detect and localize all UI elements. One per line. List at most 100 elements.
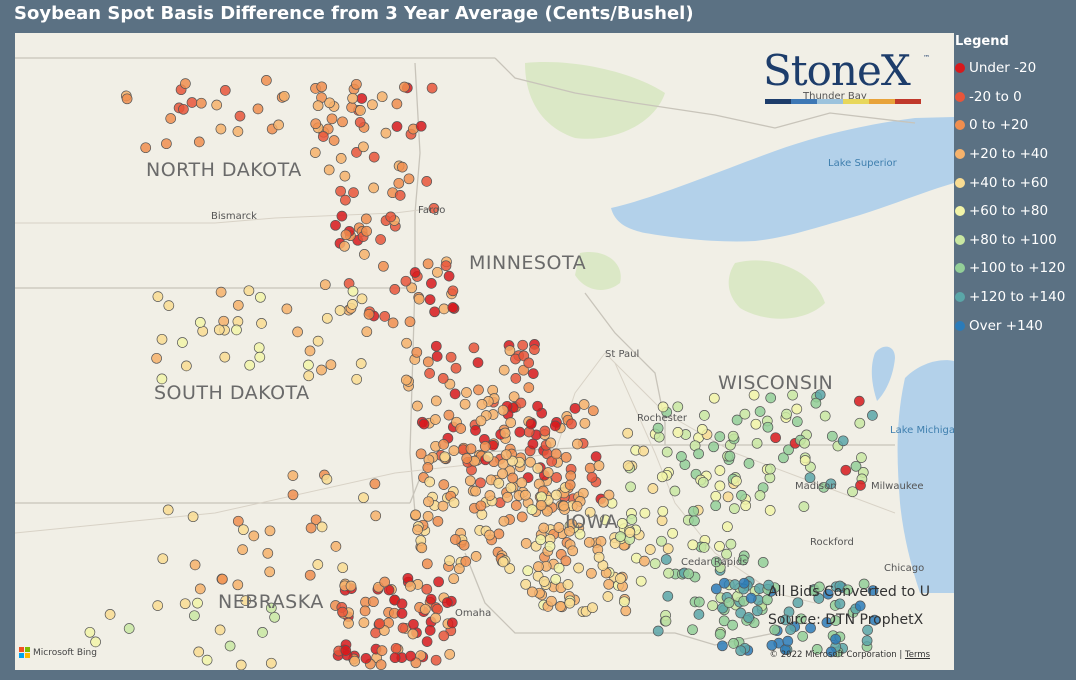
- bid-point[interactable]: [421, 636, 433, 647]
- bid-point[interactable]: [339, 170, 351, 182]
- bid-point[interactable]: [549, 420, 561, 432]
- bid-point[interactable]: [526, 586, 538, 598]
- bid-point[interactable]: [361, 326, 373, 338]
- bid-point[interactable]: [699, 410, 710, 421]
- bid-point[interactable]: [415, 120, 427, 132]
- bid-point[interactable]: [428, 203, 440, 214]
- bid-point[interactable]: [347, 92, 358, 104]
- bid-point[interactable]: [708, 392, 720, 404]
- bid-point[interactable]: [527, 368, 539, 379]
- bid-point[interactable]: [396, 608, 408, 619]
- bid-point[interactable]: [433, 576, 444, 588]
- bid-point[interactable]: [340, 229, 352, 241]
- bid-point[interactable]: [714, 480, 726, 492]
- bid-point[interactable]: [407, 628, 419, 640]
- bid-point[interactable]: [316, 81, 328, 93]
- bid-point[interactable]: [355, 105, 366, 116]
- bid-point[interactable]: [714, 465, 726, 476]
- bid-point[interactable]: [104, 609, 116, 620]
- bid-point[interactable]: [791, 416, 803, 427]
- bid-point[interactable]: [360, 653, 372, 664]
- bid-point[interactable]: [424, 368, 435, 379]
- bid-point[interactable]: [287, 470, 299, 481]
- bid-point[interactable]: [689, 515, 700, 527]
- bid-point[interactable]: [369, 478, 381, 490]
- bid-point[interactable]: [535, 499, 547, 511]
- bid-point[interactable]: [737, 554, 749, 566]
- bid-point[interactable]: [476, 399, 488, 410]
- bid-point[interactable]: [84, 626, 96, 638]
- bid-point[interactable]: [375, 659, 387, 670]
- bid-point[interactable]: [693, 448, 704, 460]
- bid-point[interactable]: [351, 373, 363, 385]
- legend-item[interactable]: 0 to +20: [955, 111, 1073, 140]
- bid-point[interactable]: [328, 135, 340, 146]
- legend-item[interactable]: +40 to +60: [955, 168, 1073, 197]
- bid-point[interactable]: [152, 291, 164, 302]
- bid-point[interactable]: [213, 324, 225, 336]
- bid-point[interactable]: [569, 403, 581, 414]
- bid-point[interactable]: [422, 462, 434, 473]
- bid-point[interactable]: [161, 138, 172, 150]
- bid-point[interactable]: [762, 421, 774, 433]
- bid-point[interactable]: [745, 592, 757, 604]
- bid-point[interactable]: [439, 451, 451, 463]
- bid-point[interactable]: [566, 418, 577, 430]
- bid-point[interactable]: [254, 351, 266, 363]
- bid-point[interactable]: [603, 489, 615, 501]
- bid-point[interactable]: [639, 507, 651, 519]
- bid-point[interactable]: [359, 249, 370, 260]
- bid-point[interactable]: [652, 422, 664, 434]
- bid-point[interactable]: [565, 470, 577, 482]
- bid-point[interactable]: [400, 374, 412, 386]
- bid-point[interactable]: [590, 451, 602, 462]
- bid-point[interactable]: [814, 389, 826, 401]
- bid-point[interactable]: [411, 346, 423, 358]
- bid-point[interactable]: [616, 518, 628, 529]
- bid-point[interactable]: [447, 285, 459, 297]
- bid-point[interactable]: [603, 578, 615, 590]
- bid-point[interactable]: [309, 147, 321, 158]
- bid-point[interactable]: [368, 182, 379, 194]
- bid-point[interactable]: [430, 395, 442, 407]
- bid-point[interactable]: [178, 103, 189, 115]
- bid-point[interactable]: [504, 345, 516, 356]
- bid-point[interactable]: [574, 528, 586, 540]
- bid-point[interactable]: [722, 521, 733, 533]
- bid-point[interactable]: [497, 556, 509, 568]
- bid-point[interactable]: [330, 541, 342, 552]
- bid-point[interactable]: [729, 503, 740, 514]
- bid-point[interactable]: [813, 593, 825, 604]
- bid-point[interactable]: [399, 81, 410, 93]
- bid-point[interactable]: [192, 597, 203, 609]
- bid-point[interactable]: [430, 414, 441, 425]
- bid-point[interactable]: [387, 317, 399, 329]
- bid-point[interactable]: [412, 400, 423, 412]
- bid-point[interactable]: [475, 500, 487, 512]
- bid-point[interactable]: [499, 427, 511, 439]
- bid-point[interactable]: [718, 615, 730, 627]
- bid-point[interactable]: [376, 91, 388, 103]
- bid-point[interactable]: [622, 427, 634, 439]
- bid-point[interactable]: [440, 260, 452, 272]
- bid-point[interactable]: [409, 267, 421, 278]
- bid-point[interactable]: [564, 479, 576, 491]
- bid-point[interactable]: [688, 505, 699, 517]
- bid-point[interactable]: [825, 646, 837, 658]
- bid-point[interactable]: [653, 431, 665, 443]
- bid-point[interactable]: [862, 624, 873, 636]
- bid-point[interactable]: [449, 388, 461, 400]
- bid-point[interactable]: [232, 579, 244, 591]
- bid-point[interactable]: [317, 131, 329, 142]
- bid-point[interactable]: [523, 382, 535, 393]
- bid-point[interactable]: [312, 100, 324, 112]
- bid-point[interactable]: [497, 468, 508, 480]
- bid-point[interactable]: [278, 90, 290, 102]
- bid-point[interactable]: [657, 505, 669, 517]
- bid-point[interactable]: [404, 316, 416, 328]
- bid-point[interactable]: [669, 485, 681, 497]
- bid-point[interactable]: [472, 357, 484, 368]
- bid-point[interactable]: [304, 569, 316, 581]
- bid-point[interactable]: [470, 485, 481, 497]
- bid-point[interactable]: [422, 258, 434, 270]
